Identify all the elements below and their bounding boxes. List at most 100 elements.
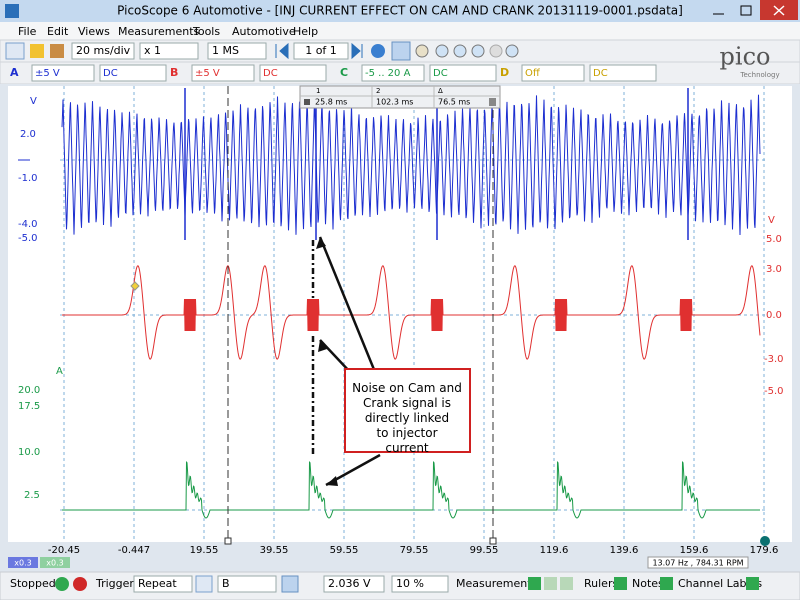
rulers-label: Rulers <box>584 577 618 590</box>
channel-range: ±5 V <box>195 68 220 79</box>
y-label: 5.0 <box>766 234 782 245</box>
maximize-glyph <box>740 5 752 16</box>
stop-button[interactable] <box>73 577 87 591</box>
trigger-mode-box[interactable] <box>133 575 193 593</box>
tool-undo[interactable] <box>489 44 503 58</box>
compass[interactable] <box>371 44 385 58</box>
samples-box[interactable] <box>207 42 267 60</box>
axis-unit: V <box>30 96 37 107</box>
add-measurement[interactable] <box>528 577 541 590</box>
rising-edge[interactable] <box>281 575 299 593</box>
channel-name: A <box>10 66 19 79</box>
ruler-table-frame <box>299 85 501 109</box>
trigger-marker[interactable] <box>130 281 140 291</box>
ruler-handle[interactable] <box>489 537 497 545</box>
channel-coupling: DC <box>593 68 608 79</box>
y-label: 3.0 <box>766 264 782 275</box>
notes-toggle[interactable] <box>660 577 673 590</box>
coupling-box[interactable] <box>429 64 497 82</box>
pre-trigger: 10 % <box>396 577 424 590</box>
channel-name: D <box>500 66 509 79</box>
menu-item[interactable]: Views <box>78 25 110 38</box>
tool-zoom-out[interactable] <box>453 44 467 58</box>
trace-a <box>61 94 761 236</box>
buffer-box <box>293 42 349 60</box>
y-label: 17.5 <box>18 401 40 412</box>
minimize[interactable] <box>706 2 732 20</box>
channel-marker[interactable] <box>760 536 770 546</box>
menu-item[interactable]: Measurements <box>118 25 200 38</box>
y-label: -3.0 <box>764 354 784 365</box>
timebase-box[interactable] <box>71 42 135 60</box>
menu-item[interactable]: Help <box>293 25 318 38</box>
trigger-level-box[interactable] <box>323 575 385 593</box>
annotation-text: Noise on Cam and Crank signal is directly … <box>352 381 462 455</box>
start-button[interactable] <box>55 577 69 591</box>
title-bar <box>0 0 800 22</box>
coupling-box[interactable] <box>99 64 167 82</box>
menu-item[interactable]: File <box>18 25 37 38</box>
channel-range: ±5 V <box>35 68 60 79</box>
maximize[interactable] <box>733 2 759 20</box>
tool-auto[interactable] <box>30 44 44 58</box>
next-buffer[interactable] <box>351 42 363 60</box>
y-label: 2.5 <box>24 490 40 501</box>
ruler-value: 25.8 ms <box>315 98 347 107</box>
channel-range: Off <box>525 68 541 79</box>
trigger-label: Trigger <box>95 577 134 590</box>
tool-select[interactable] <box>391 41 411 61</box>
pretrigger-box[interactable] <box>391 575 449 593</box>
samples: 1 MS <box>212 44 239 57</box>
channel-name: C <box>340 66 348 79</box>
x-label: 119.6 <box>540 545 569 556</box>
falling-edge[interactable] <box>302 576 318 592</box>
window-title: PicoScope 6 Automotive - [INJ CURRENT EF… <box>117 4 683 18</box>
x-label: 39.55 <box>260 545 289 556</box>
tool-hand[interactable] <box>415 44 429 58</box>
tool-zoom-fit[interactable] <box>471 44 485 58</box>
y-label: 20.0 <box>18 385 40 396</box>
x-label: -0.447 <box>118 545 150 556</box>
ruler-value: 76.5 ms <box>438 98 470 107</box>
tool-home[interactable] <box>50 44 64 58</box>
menu-item[interactable]: Automotive <box>232 25 296 38</box>
x-label: 99.55 <box>470 545 499 556</box>
buffer: 1 of 1 <box>305 44 337 57</box>
menu-item[interactable]: Tools <box>192 25 220 38</box>
range-box[interactable] <box>521 64 585 82</box>
remove-measurement[interactable] <box>544 577 557 590</box>
channel-labels-toggle[interactable] <box>746 577 759 590</box>
ruler-value: 102.3 ms <box>376 98 413 107</box>
coupling-box[interactable] <box>589 64 657 82</box>
ruler-handle[interactable] <box>224 537 232 545</box>
trace-b <box>62 265 761 360</box>
run-state: Stopped <box>10 577 56 590</box>
edit-measurement[interactable] <box>560 577 573 590</box>
ruler-lock[interactable] <box>489 98 496 106</box>
measurements-label: Measurements <box>456 577 538 590</box>
coupling-box[interactable] <box>259 64 327 82</box>
channel-name: B <box>170 66 178 79</box>
trigger-type[interactable] <box>195 575 213 593</box>
range-box[interactable] <box>361 64 425 82</box>
tool-scope[interactable] <box>5 42 25 60</box>
frequency-readout: 13.07 Hz , 784.31 RPM <box>652 559 743 568</box>
prev-buffer[interactable] <box>275 42 289 60</box>
y-label: -4.0 <box>18 219 38 230</box>
y-label: -1.0 <box>18 173 38 184</box>
ruler-icon <box>304 99 310 105</box>
trigger-channel-box[interactable] <box>217 575 277 593</box>
x-label: 139.6 <box>610 545 639 556</box>
tool-zoom-full[interactable] <box>505 44 519 58</box>
ruler-table: 1 2 Δ 25.8 ms 102.3 ms 76.5 ms <box>299 85 501 109</box>
x-label: 59.55 <box>330 545 359 556</box>
menu-item[interactable]: Edit <box>47 25 69 38</box>
notes-label: Notes <box>632 577 664 590</box>
menu-bar <box>0 22 800 40</box>
rulers-toggle[interactable] <box>614 577 627 590</box>
zoom-label: x0.3 <box>14 559 31 568</box>
range-box[interactable] <box>31 64 95 82</box>
zoom-box[interactable] <box>139 42 199 60</box>
range-box[interactable] <box>191 64 255 82</box>
tool-zoom-in[interactable] <box>435 44 449 58</box>
